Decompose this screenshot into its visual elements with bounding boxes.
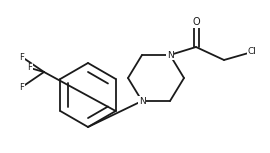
Text: O: O (192, 17, 200, 27)
Text: F: F (28, 63, 32, 73)
Text: F: F (19, 52, 25, 62)
Text: N: N (139, 97, 145, 106)
Text: F: F (19, 82, 25, 91)
Text: Cl: Cl (248, 47, 256, 56)
Text: N: N (167, 50, 173, 60)
